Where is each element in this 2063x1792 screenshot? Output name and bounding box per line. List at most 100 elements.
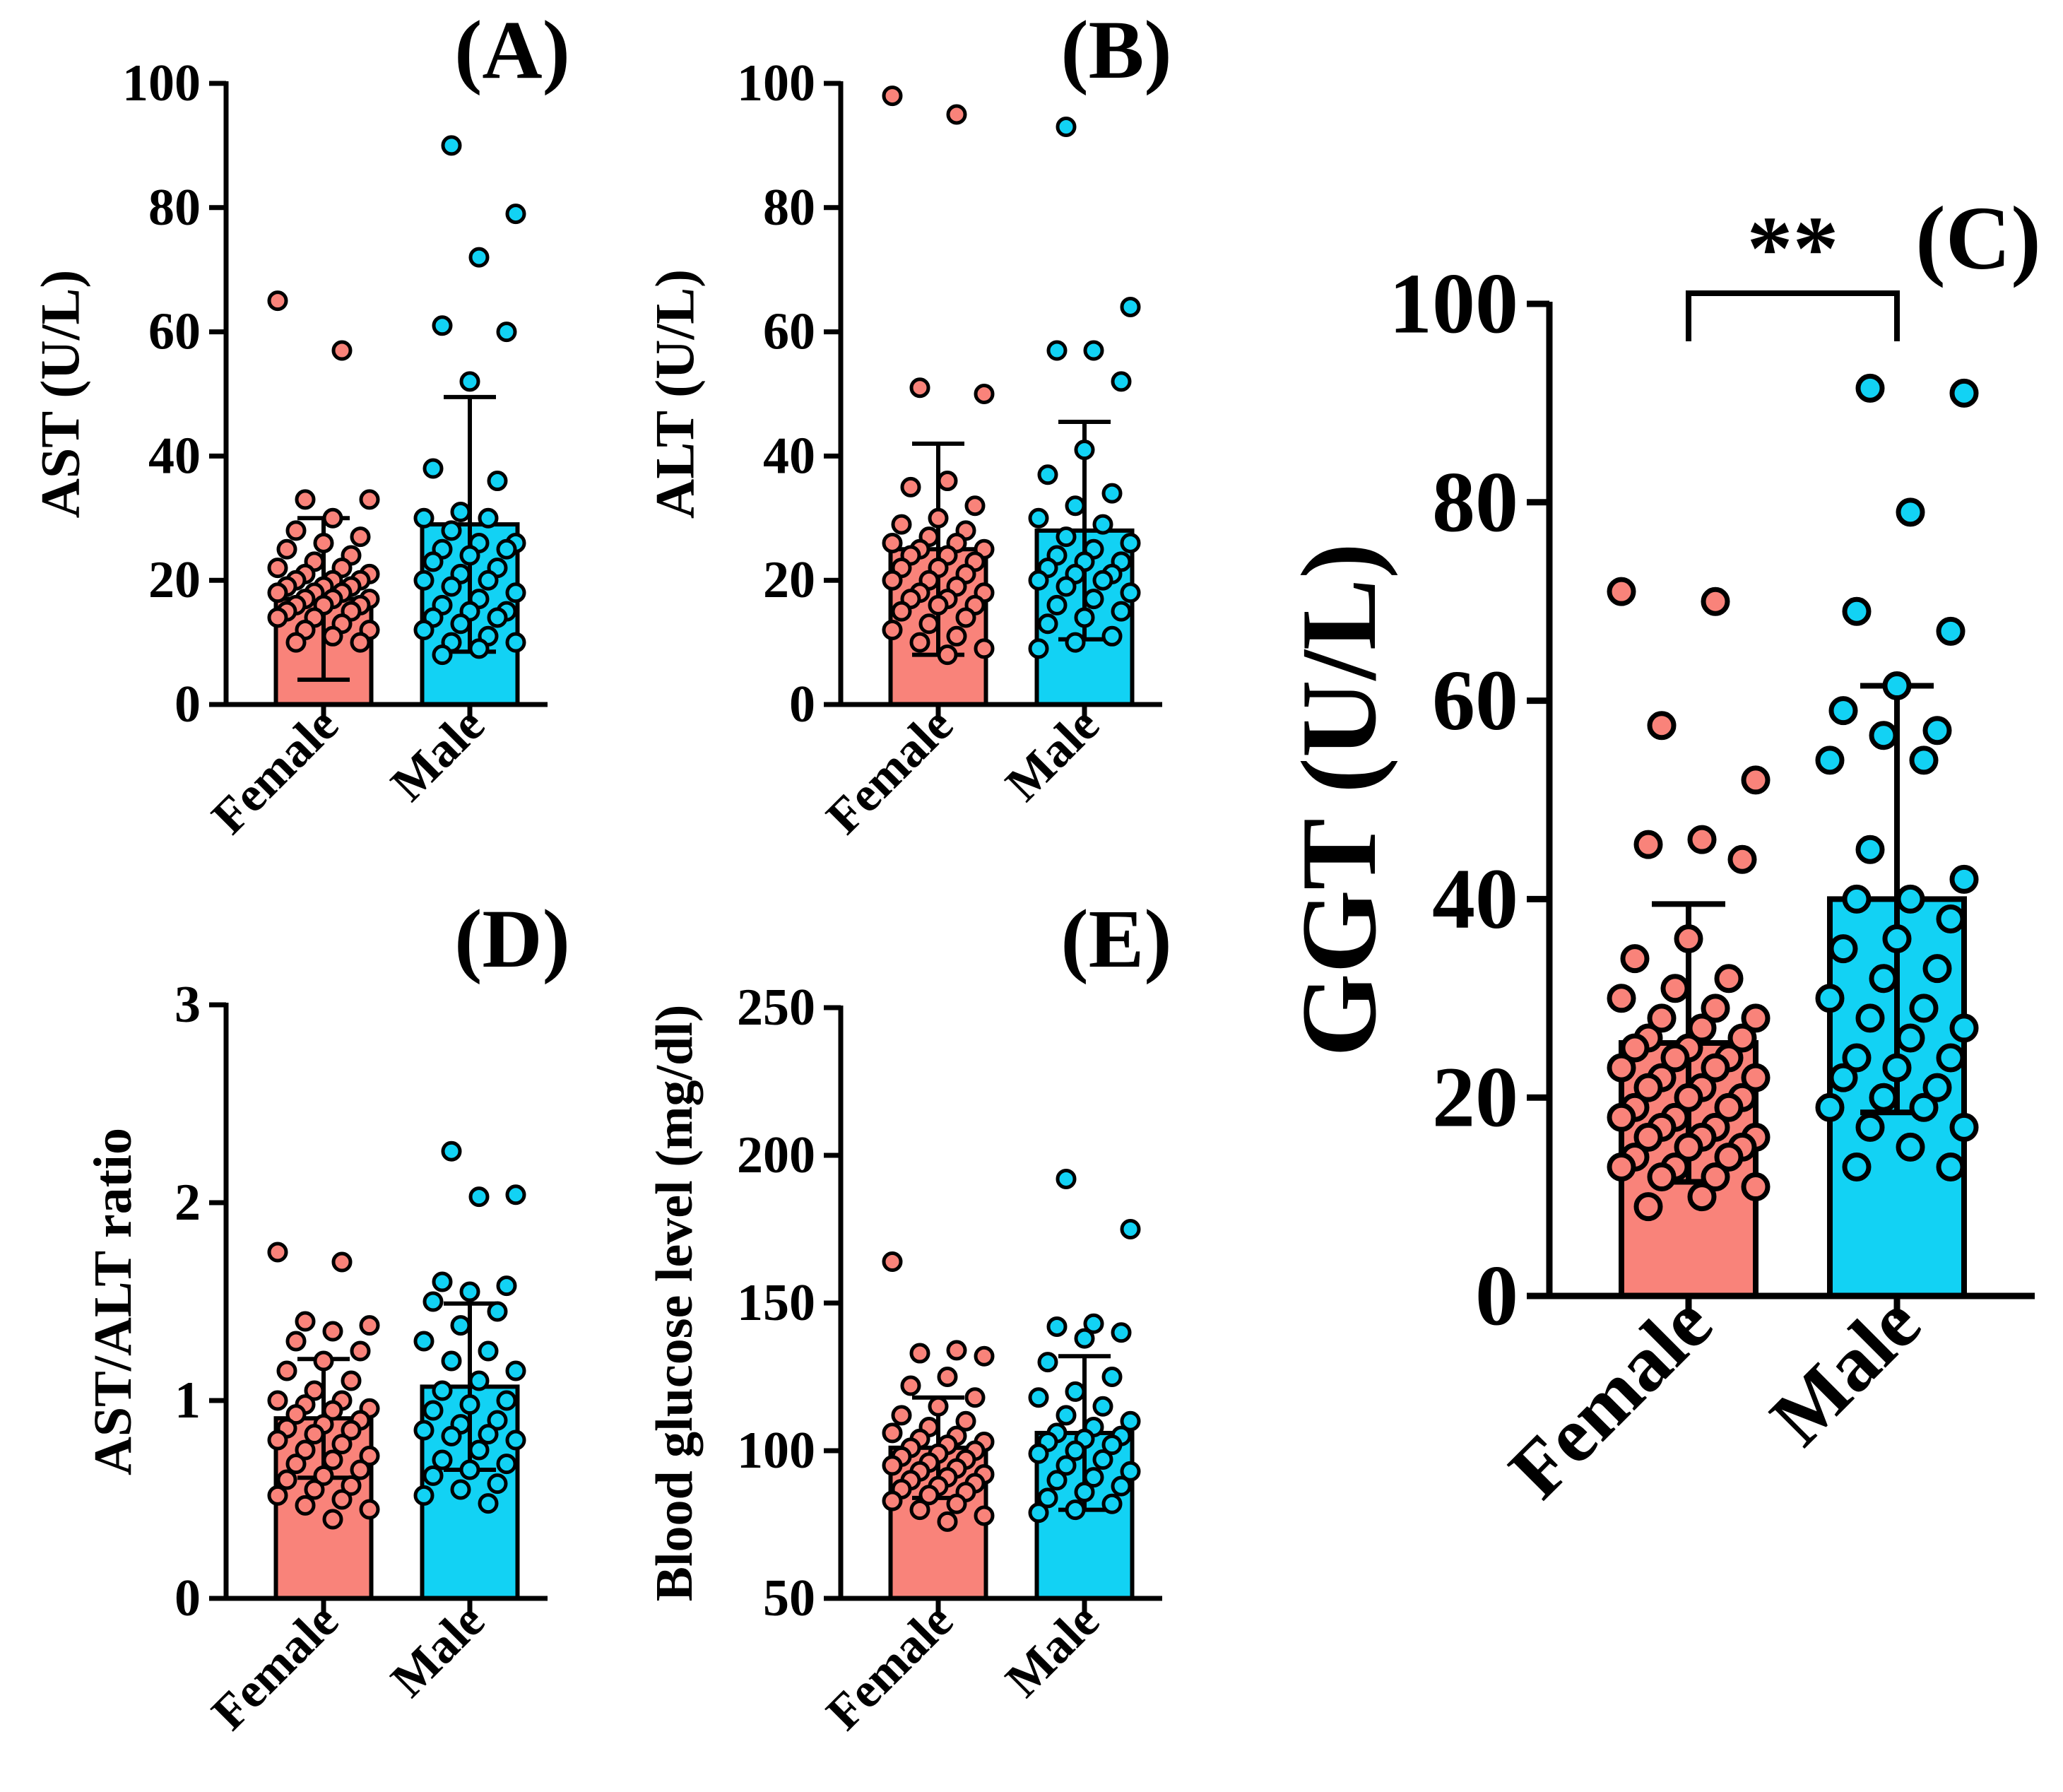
data-point xyxy=(487,1473,508,1495)
data-point xyxy=(1936,1152,1966,1181)
y-tick-label: 100 xyxy=(737,54,815,112)
data-point xyxy=(295,1495,316,1516)
y-tick-label: 100 xyxy=(737,1422,815,1480)
data-point xyxy=(322,507,343,529)
data-point xyxy=(1949,378,1979,408)
data-point xyxy=(505,1360,526,1381)
data-point xyxy=(496,1454,517,1475)
data-point xyxy=(1028,507,1049,529)
data-point xyxy=(295,1311,316,1332)
data-point xyxy=(891,514,912,535)
data-point xyxy=(1065,632,1086,653)
data-point xyxy=(1633,830,1663,859)
panel-label: (D) xyxy=(454,892,570,985)
data-point xyxy=(1727,844,1757,874)
data-point xyxy=(322,1509,343,1530)
data-point xyxy=(441,1350,462,1372)
data-point xyxy=(331,340,353,361)
data-point xyxy=(1701,1162,1730,1192)
series-male xyxy=(413,1140,526,1601)
data-point xyxy=(1037,613,1058,635)
x-tick-label-female: Female xyxy=(816,1593,963,1740)
data-point xyxy=(1092,1449,1113,1470)
data-point xyxy=(1083,589,1104,610)
y-tick-label: 20 xyxy=(1432,1050,1518,1145)
data-point xyxy=(1111,371,1132,392)
data-point xyxy=(441,135,462,156)
significance-bracket xyxy=(1686,290,1900,341)
panel-b: 0 20 40 60 80 100 Female Male ALT (U/L) (B) xyxy=(644,4,1172,844)
data-point xyxy=(331,1251,353,1273)
data-point xyxy=(1046,1316,1068,1337)
data-point xyxy=(450,1315,471,1336)
data-point xyxy=(496,538,517,560)
data-point xyxy=(1120,582,1141,603)
data-point xyxy=(350,1459,371,1480)
data-point xyxy=(341,1475,362,1496)
data-point xyxy=(1674,924,1703,954)
series-male xyxy=(413,135,526,707)
data-point xyxy=(1056,526,1077,548)
data-point xyxy=(1842,596,1872,626)
panel-a: 0 20 40 60 80 100 Female Male AST (U/L) (A) xyxy=(30,4,570,844)
panel-label: (E) xyxy=(1060,892,1171,985)
data-point xyxy=(350,632,371,653)
data-point xyxy=(1620,944,1650,974)
series-female xyxy=(267,290,380,707)
data-point xyxy=(1869,1083,1898,1112)
data-point xyxy=(882,86,903,107)
data-point xyxy=(1101,1493,1123,1514)
data-point xyxy=(1815,745,1845,775)
data-point xyxy=(1949,1112,1979,1142)
data-point xyxy=(1741,1003,1771,1033)
data-point xyxy=(1909,994,1939,1023)
data-point xyxy=(1828,934,1858,964)
data-point xyxy=(1842,1043,1872,1073)
data-point xyxy=(1037,1352,1058,1373)
data-point xyxy=(422,1465,444,1486)
data-point xyxy=(322,1449,343,1470)
data-point xyxy=(413,1331,435,1352)
data-point xyxy=(946,1493,967,1514)
y-tick-label: 3 xyxy=(175,976,201,1034)
data-point xyxy=(432,1380,453,1401)
data-point xyxy=(1727,1023,1757,1053)
data-point xyxy=(267,1390,288,1411)
data-point xyxy=(964,1387,986,1408)
data-point xyxy=(459,1459,480,1480)
panel-e: 50 100 150 200 250 Female Male Blood glucose le… xyxy=(646,892,1172,1740)
data-point xyxy=(1855,1112,1885,1142)
data-point xyxy=(276,1469,297,1490)
x-tick-label-male: Male xyxy=(995,1593,1110,1708)
y-tick-label: 80 xyxy=(1432,454,1518,550)
data-point xyxy=(1687,1182,1717,1212)
data-point xyxy=(882,1422,903,1444)
series-female xyxy=(882,1251,995,1601)
data-point xyxy=(313,1465,334,1486)
x-tick-label-female: Female xyxy=(816,697,963,844)
data-point xyxy=(1701,586,1730,616)
data-point xyxy=(276,538,297,560)
y-tick-label: 0 xyxy=(175,1569,201,1627)
data-point xyxy=(1882,1053,1912,1083)
data-point xyxy=(331,1434,353,1455)
y-tick-label: 60 xyxy=(763,303,815,361)
data-point xyxy=(882,570,903,591)
data-point xyxy=(422,551,444,572)
data-point xyxy=(1922,1073,1952,1102)
series-female xyxy=(882,86,995,707)
data-point xyxy=(432,1449,453,1470)
data-point xyxy=(946,104,967,125)
data-point xyxy=(1687,1013,1717,1043)
data-point xyxy=(1855,373,1885,403)
data-point xyxy=(1046,594,1068,615)
data-point xyxy=(267,607,288,628)
data-point xyxy=(478,1424,499,1445)
data-point xyxy=(1741,1172,1771,1202)
data-point xyxy=(285,632,307,653)
data-point xyxy=(459,371,480,392)
data-point xyxy=(1083,340,1104,361)
y-tick-label: 200 xyxy=(737,1126,815,1184)
data-point xyxy=(304,1380,325,1401)
data-point xyxy=(413,620,435,641)
